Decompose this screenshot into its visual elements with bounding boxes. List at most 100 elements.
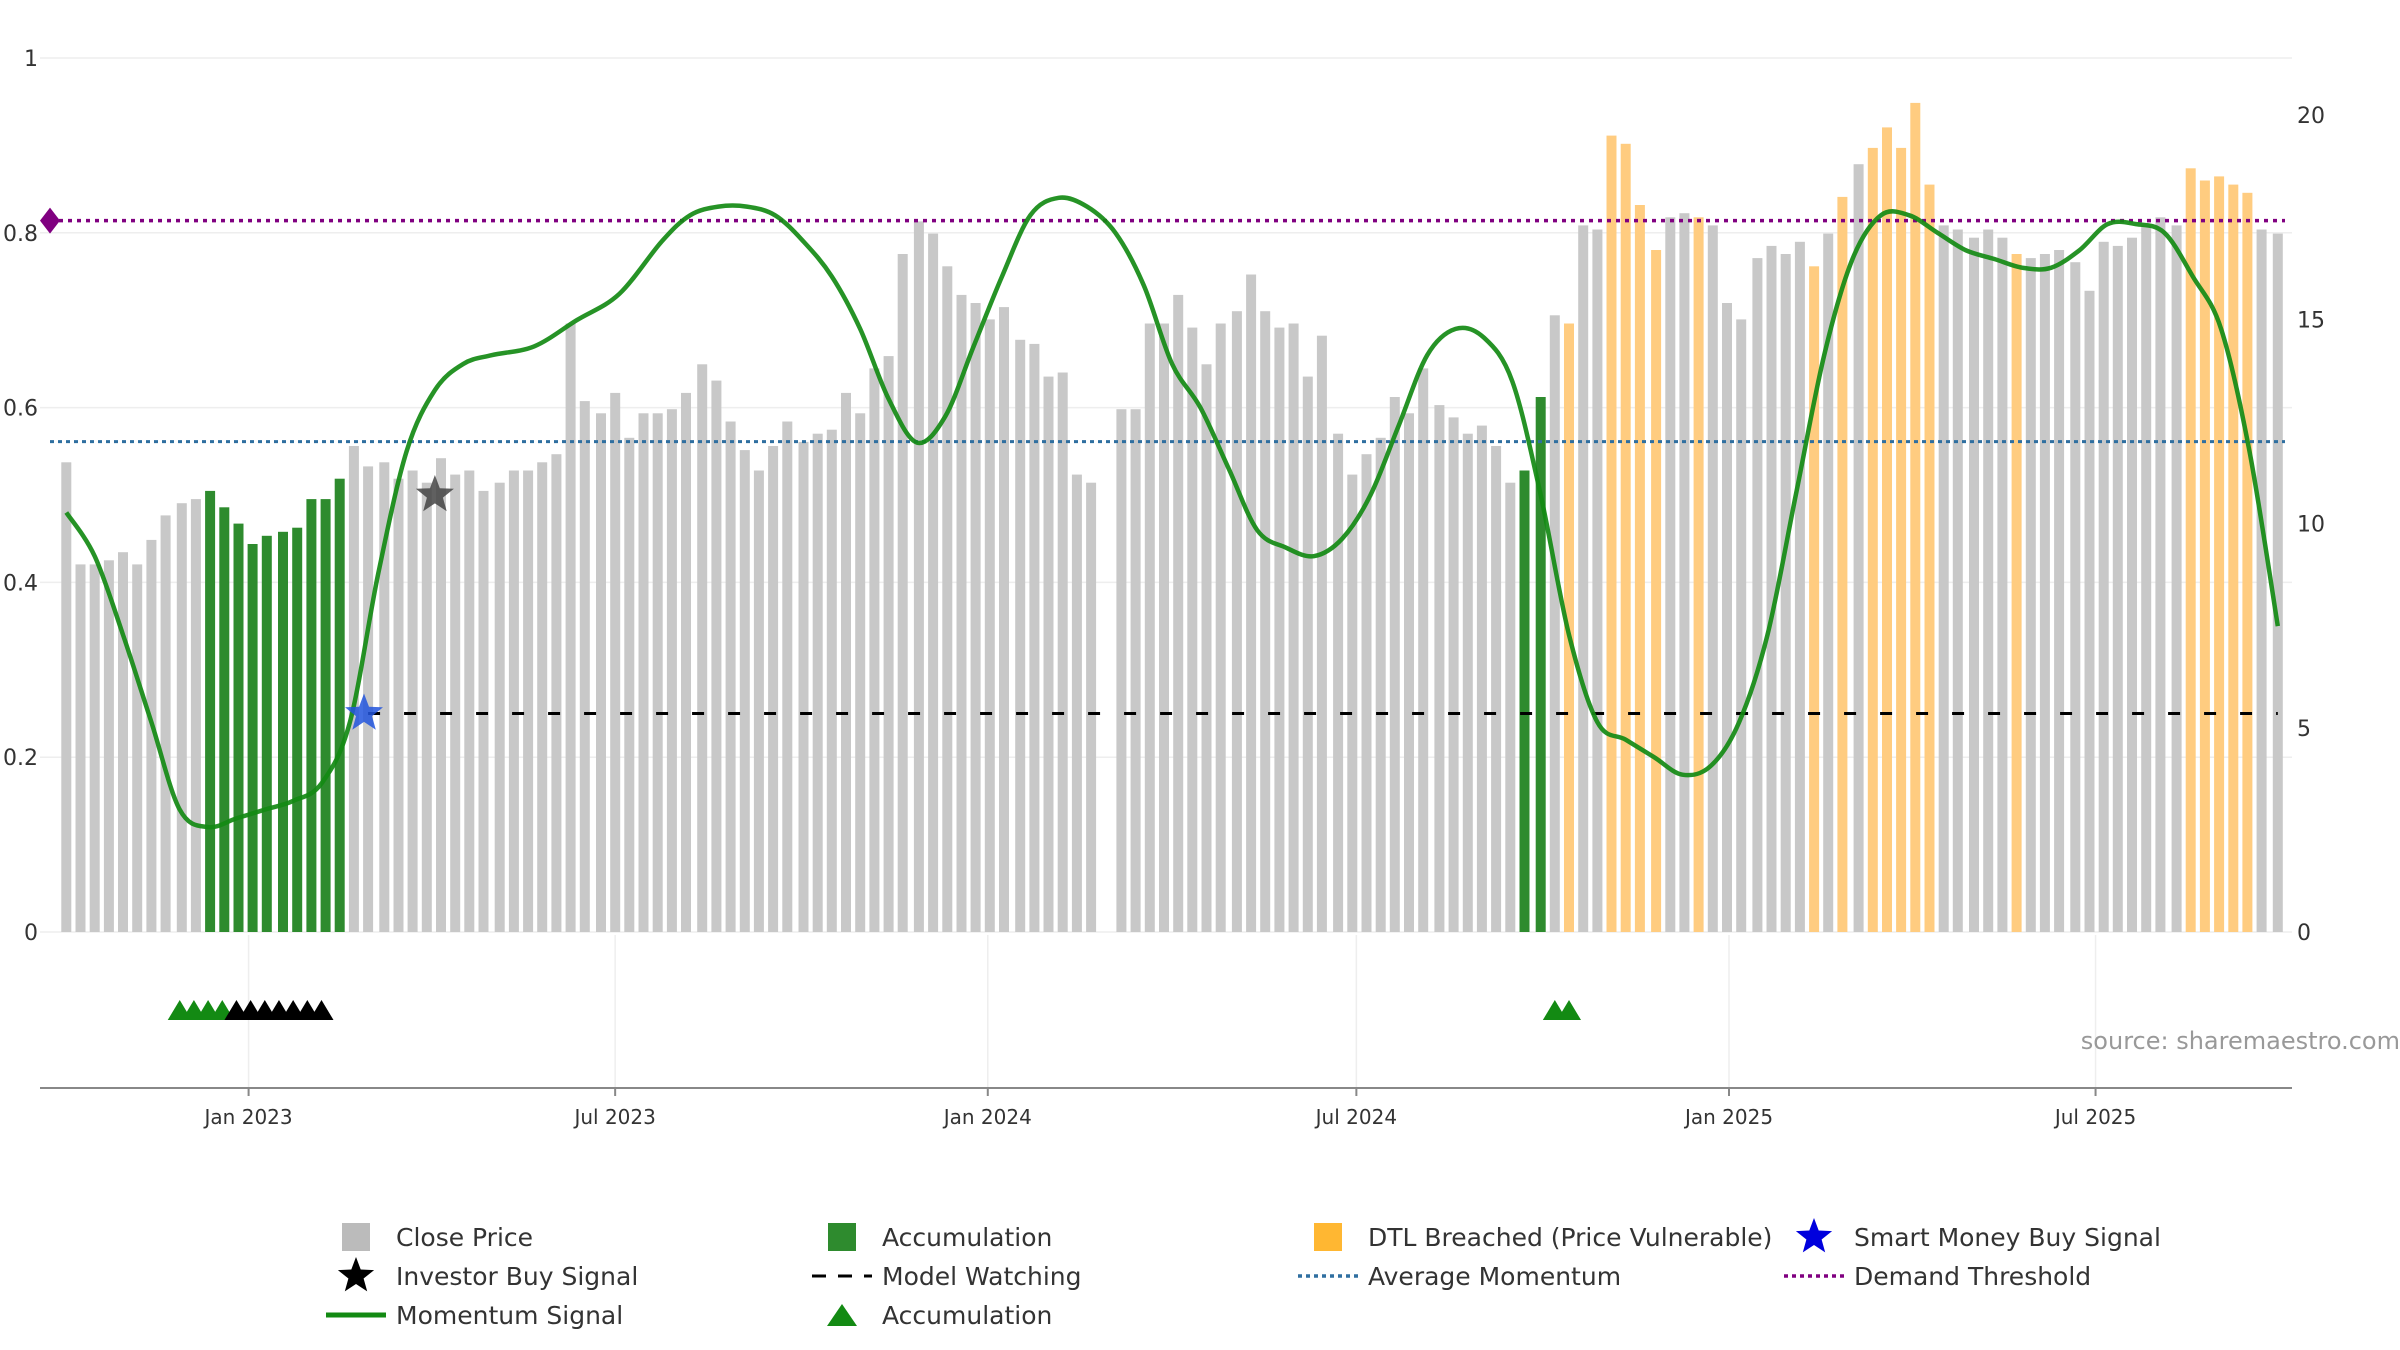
close-price-bar	[1549, 315, 1560, 932]
close-price-bar	[1578, 225, 1589, 932]
close-price-bar	[103, 560, 114, 932]
close-price-bar	[1736, 319, 1747, 932]
close-price-bar	[61, 462, 72, 932]
close-price-bar	[233, 523, 244, 932]
close-price-bar	[1519, 470, 1530, 932]
close-price-bar	[1333, 433, 1344, 932]
legend-marker	[1795, 1218, 1833, 1253]
close-price-bar	[1086, 482, 1097, 932]
close-price-bar	[1288, 323, 1299, 932]
close-price-bar	[1952, 229, 1963, 932]
close-price-bar	[1015, 339, 1026, 932]
close-price-bar	[2199, 180, 2210, 932]
close-price-bar	[739, 450, 750, 932]
close-price-bar	[1274, 327, 1285, 933]
close-price-bar	[1924, 184, 1935, 933]
close-price-bar	[450, 474, 461, 932]
close-price-bar	[1794, 241, 1805, 933]
x-tick-label: Jul 2025	[2053, 1105, 2136, 1129]
close-price-bar	[1606, 135, 1617, 933]
close-price-bar	[1535, 397, 1546, 932]
close-price-bar	[1187, 327, 1198, 933]
reference-lines	[40, 207, 2285, 715]
close-price-bar	[2112, 245, 2123, 932]
close-price-bar	[1246, 274, 1257, 932]
close-price-bar	[1752, 258, 1763, 933]
close-price-bar	[1634, 205, 1645, 932]
close-price-bar	[2185, 168, 2196, 933]
legend-label: Momentum Signal	[396, 1301, 623, 1330]
close-price-bar	[1201, 364, 1212, 932]
close-price-bar	[897, 254, 908, 932]
close-price-bar	[1938, 225, 1949, 932]
close-price-bar	[1316, 335, 1327, 932]
investor-buy-signal	[415, 475, 454, 512]
close-price-bar	[1997, 237, 2008, 932]
close-price-bar	[1679, 213, 1690, 932]
close-price-bar	[883, 356, 894, 933]
close-price-bar	[2171, 225, 2182, 932]
close-price-bar	[1722, 303, 1732, 932]
close-price-bar	[1302, 376, 1313, 933]
close-price-bar	[1766, 245, 1777, 932]
close-price-bar	[942, 266, 953, 932]
close-price-bar	[1665, 217, 1676, 933]
legend-marker	[827, 1304, 857, 1326]
close-price-bar	[2070, 262, 2081, 932]
close-price-bar	[363, 466, 374, 932]
legend-label: Accumulation	[882, 1301, 1052, 1330]
close-price-bar	[190, 499, 201, 932]
close-price-bar	[1215, 323, 1226, 932]
close-price-bar	[565, 323, 576, 932]
accumulation-triangle	[1557, 1000, 1582, 1020]
close-price-bar	[855, 413, 866, 932]
close-price-bar	[1910, 102, 1921, 932]
close-price-bar	[1029, 343, 1040, 932]
close-price-bar	[494, 482, 505, 932]
legend-label: Average Momentum	[1368, 1262, 1621, 1291]
close-price-bar	[2098, 241, 2109, 933]
close-price-bar	[2054, 250, 2065, 932]
y-right-tick-label: 5	[2297, 717, 2311, 742]
close-price-bar	[652, 413, 663, 932]
legend-marker	[337, 1257, 375, 1292]
close-price-bar	[2127, 237, 2137, 932]
close-price-bar	[2242, 192, 2253, 933]
close-price-bar	[320, 499, 331, 932]
close-price-bar	[1057, 372, 1068, 932]
close-price-bar	[393, 478, 404, 932]
close-price-bar	[436, 458, 446, 932]
close-price-bar	[537, 462, 548, 932]
x-tick-label: Jul 2023	[572, 1105, 655, 1129]
close-price-bar	[956, 294, 967, 932]
close-price-bar	[2256, 229, 2267, 932]
y-left-tick-label: 0	[24, 921, 38, 946]
close-price-bar	[984, 319, 995, 932]
close-price-bar	[1620, 143, 1631, 933]
close-price-bar	[826, 429, 837, 932]
y-right-tick-label: 15	[2297, 308, 2325, 333]
close-price-bar	[89, 564, 100, 932]
close-price-bar	[1491, 446, 1502, 932]
close-price-bar	[1476, 425, 1487, 932]
legend-marker	[1314, 1223, 1342, 1251]
close-price-bar	[711, 380, 722, 933]
close-price-bar	[421, 482, 432, 932]
close-price-bar	[1592, 229, 1603, 932]
legend-label: Smart Money Buy Signal	[1854, 1223, 2161, 1252]
close-price-bar	[292, 527, 303, 932]
legend-label: Demand Threshold	[1854, 1262, 2091, 1291]
close-price-bar	[1707, 225, 1718, 932]
close-price-bar	[1837, 196, 1848, 932]
close-price-bar	[1404, 413, 1414, 932]
close-price-bar	[1130, 409, 1141, 932]
x-tick-label: Jan 2023	[203, 1105, 293, 1129]
legend-marker	[828, 1223, 856, 1251]
y-left-tick-label: 0.2	[3, 746, 38, 771]
close-price-bar	[379, 462, 390, 932]
close-price-bar	[247, 544, 258, 932]
close-price-bar	[205, 490, 216, 932]
close-price-bar	[464, 470, 475, 932]
